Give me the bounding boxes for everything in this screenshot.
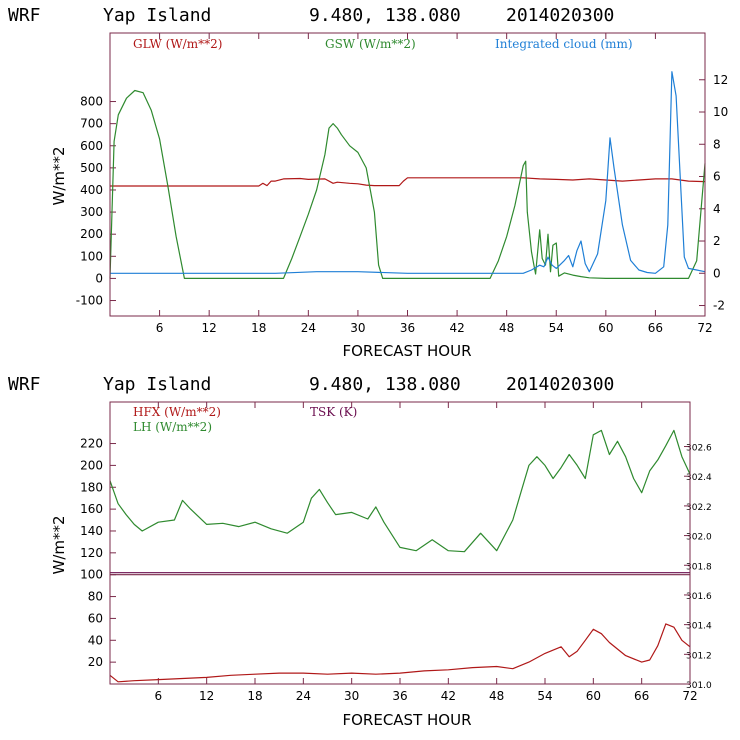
x-tick-label: 54 — [537, 689, 552, 703]
legend-lh: LH (W/m**2) — [133, 420, 212, 434]
y-tick-label: 700 — [80, 117, 103, 131]
series-lines-top — [109, 71, 706, 279]
y2-tick-label: 302.4 — [686, 473, 712, 483]
chart-top: WRF Yap Island 9.480, 138.080 2014020300… — [8, 5, 728, 360]
y-tick-label: 100 — [80, 249, 103, 263]
series-line-gsw — [109, 89, 706, 279]
header-coords-bottom: 9.480, 138.080 — [309, 374, 461, 395]
x-tick-label: 30 — [344, 689, 359, 703]
y-ticks-top: -100 0 100 200 300 400 500 600 700 800 — [76, 95, 116, 308]
x-tick-label: 72 — [697, 321, 712, 335]
x-tick-label: 42 — [441, 689, 456, 703]
series-line-integrated — [110, 71, 706, 274]
y2-ticks-bottom: 301.0 301.2 301.4 301.6 301.8 302.0 302.2 302.4… — [684, 444, 712, 691]
y-tick-label: -100 — [76, 294, 103, 308]
x-tick-label: 66 — [648, 321, 663, 335]
header-model-top: WRF — [8, 5, 41, 26]
legend-hfx: HFX (W/m**2) — [133, 405, 221, 419]
y-tick-label: 300 — [80, 205, 103, 219]
x-tick-label: 48 — [489, 689, 504, 703]
x-ticks-bottom: 6 12 18 24 30 36 42 48 54 60 66 72 — [155, 402, 698, 703]
y-tick-label: 0 — [95, 271, 103, 285]
x-tick-label: 30 — [350, 321, 365, 335]
x-tick-label: 12 — [202, 321, 217, 335]
x-tick-label: 42 — [449, 321, 464, 335]
x-tick-label: 60 — [598, 321, 613, 335]
y-tick-label: 500 — [80, 161, 103, 175]
y-tick-label: 80 — [88, 590, 103, 604]
y2-tick-label: 4 — [713, 202, 721, 216]
y-tick-label: 180 — [80, 480, 103, 494]
y-tick-label: 40 — [88, 633, 103, 647]
y2-tick-label: 2 — [713, 234, 721, 248]
header-location-top: Yap Island — [103, 5, 211, 26]
x-axis-label-bottom: FORECAST HOUR — [342, 711, 471, 729]
y-ticks-bottom: 20 40 60 80 100 120 140 160 180 200 220 — [80, 437, 116, 669]
y2-tick-label: 302.0 — [686, 533, 712, 543]
y2-tick-label: 8 — [713, 137, 721, 151]
header-date-top: 2014020300 — [506, 5, 614, 26]
x-tick-label: 72 — [682, 689, 697, 703]
header-date-bottom: 2014020300 — [506, 374, 614, 395]
y-tick-label: 100 — [80, 568, 103, 582]
x-tick-label: 36 — [400, 321, 415, 335]
x-tick-label: 48 — [499, 321, 514, 335]
y-tick-label: 800 — [80, 95, 103, 109]
x-tick-label: 6 — [155, 689, 163, 703]
legend-cloud: Integrated cloud (mm) — [495, 37, 633, 51]
plot-frame-bottom — [109, 401, 691, 685]
y-tick-label: 200 — [80, 458, 103, 472]
y-axis-label-top: W/m**2 — [50, 146, 68, 205]
x-tick-label: 6 — [156, 321, 164, 335]
y2-tick-label: 0 — [713, 266, 721, 280]
y-tick-label: 120 — [80, 546, 103, 560]
y2-tick-label: 301.8 — [686, 562, 712, 572]
chart-bottom: WRF Yap Island 9.480, 138.080 2014020300… — [8, 374, 712, 729]
x-tick-label: 18 — [251, 321, 266, 335]
y2-tick-label: 301.0 — [686, 681, 712, 691]
y2-tick-label: 301.4 — [686, 622, 712, 632]
y2-tick-label: 12 — [713, 73, 728, 87]
y2-tick-label: 6 — [713, 170, 721, 184]
y2-tick-label: 302.2 — [686, 503, 712, 513]
y-tick-label: 140 — [80, 524, 103, 538]
y-tick-label: 400 — [80, 183, 103, 197]
series-lines-bottom — [109, 429, 691, 683]
legend-glw: GLW (W/m**2) — [133, 37, 222, 51]
legend-gsw: GSW (W/m**2) — [325, 37, 416, 51]
x-tick-label: 36 — [392, 689, 407, 703]
y2-ticks-top: -2 0 2 4 6 8 10 12 — [699, 73, 728, 313]
y-tick-label: 160 — [80, 502, 103, 516]
series-line-hfx — [109, 623, 691, 683]
y-tick-label: 20 — [88, 655, 103, 669]
y-tick-label: 600 — [80, 139, 103, 153]
x-axis-label-top: FORECAST HOUR — [342, 342, 471, 360]
y2-tick-label: 301.6 — [686, 592, 712, 602]
x-tick-label: 24 — [301, 321, 316, 335]
x-tick-label: 60 — [586, 689, 601, 703]
y-axis-label-bottom: W/m**2 — [50, 515, 68, 574]
legend-tsk: TSK (K) — [310, 405, 357, 419]
y2-tick-label: 10 — [713, 105, 728, 119]
y2-tick-label: 302.6 — [686, 444, 712, 454]
x-tick-label: 24 — [296, 689, 311, 703]
x-tick-label: 66 — [634, 689, 649, 703]
header-coords-top: 9.480, 138.080 — [309, 5, 461, 26]
y-tick-label: 220 — [80, 437, 103, 451]
y-tick-label: 60 — [88, 611, 103, 625]
plot-frame-top — [109, 32, 706, 317]
y-tick-label: 200 — [80, 227, 103, 241]
header-model-bottom: WRF — [8, 374, 41, 395]
y2-tick-label: 301.2 — [686, 651, 712, 661]
series-line-lh — [109, 429, 691, 553]
y2-tick-label: -2 — [713, 299, 725, 313]
series-line-glw — [110, 177, 706, 187]
x-tick-label: 18 — [247, 689, 262, 703]
header-location-bottom: Yap Island — [103, 374, 211, 395]
x-tick-label: 54 — [549, 321, 564, 335]
x-ticks-top: 6 12 18 24 30 36 42 48 54 60 66 72 — [156, 33, 713, 335]
x-tick-label: 12 — [199, 689, 214, 703]
